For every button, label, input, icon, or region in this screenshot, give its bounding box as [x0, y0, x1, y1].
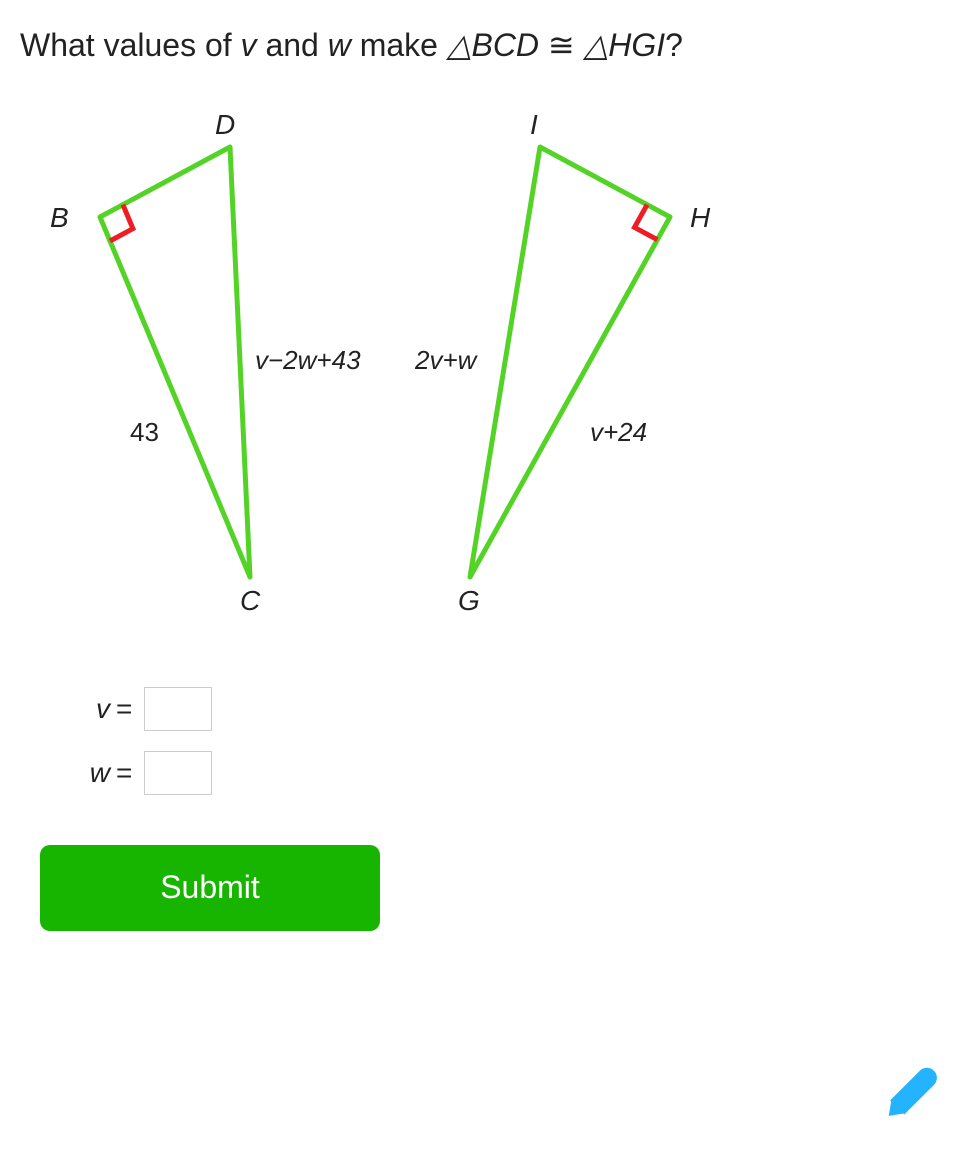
- triangle-hgi: △HGI: [584, 27, 666, 63]
- congruent-symbol: ≅: [539, 27, 584, 63]
- question-var-v: v: [241, 27, 257, 63]
- answer-block: v = w = Submit: [40, 687, 945, 931]
- equals-sign-v: =: [116, 693, 132, 725]
- triangles-svg: [40, 107, 740, 627]
- answer-input-v[interactable]: [144, 687, 212, 731]
- side-label-hg: v+24: [590, 417, 647, 448]
- question-prefix: What values of: [20, 27, 241, 63]
- question-text: What values of v and w make △BCD ≅ △HGI?: [20, 25, 945, 67]
- vertex-label-h: H: [690, 202, 710, 234]
- question-mid1: and: [257, 27, 328, 63]
- answer-row-w: w =: [40, 751, 945, 795]
- vertex-label-c: C: [240, 585, 260, 617]
- answer-label-v: v: [40, 693, 116, 725]
- equals-sign-w: =: [116, 757, 132, 789]
- answer-label-w: w: [40, 757, 116, 789]
- triangle-bcd: △BCD: [447, 27, 539, 63]
- answer-input-w[interactable]: [144, 751, 212, 795]
- side-label-ig: 2v+w: [415, 345, 476, 376]
- submit-button[interactable]: Submit: [40, 845, 380, 931]
- diagram: B D C I H G 43 v−2w+43 2v+w v+24: [40, 107, 740, 627]
- vertex-label-g: G: [458, 585, 480, 617]
- vertex-label-b: B: [50, 202, 69, 234]
- side-label-bc: 43: [130, 417, 159, 448]
- answer-row-v: v =: [40, 687, 945, 731]
- vertex-label-i: I: [530, 109, 538, 141]
- triangle-bcd-shape: [100, 147, 250, 577]
- side-label-dc: v−2w+43: [255, 345, 361, 376]
- vertex-label-d: D: [215, 109, 235, 141]
- triangle-hgi-shape: [470, 147, 670, 577]
- question-mid2: make: [351, 27, 447, 63]
- page-root: What values of v and w make △BCD ≅ △HGI?…: [0, 0, 965, 1147]
- pencil-icon[interactable]: [866, 1048, 965, 1150]
- question-suffix: ?: [665, 27, 683, 63]
- question-var-w: w: [328, 27, 351, 63]
